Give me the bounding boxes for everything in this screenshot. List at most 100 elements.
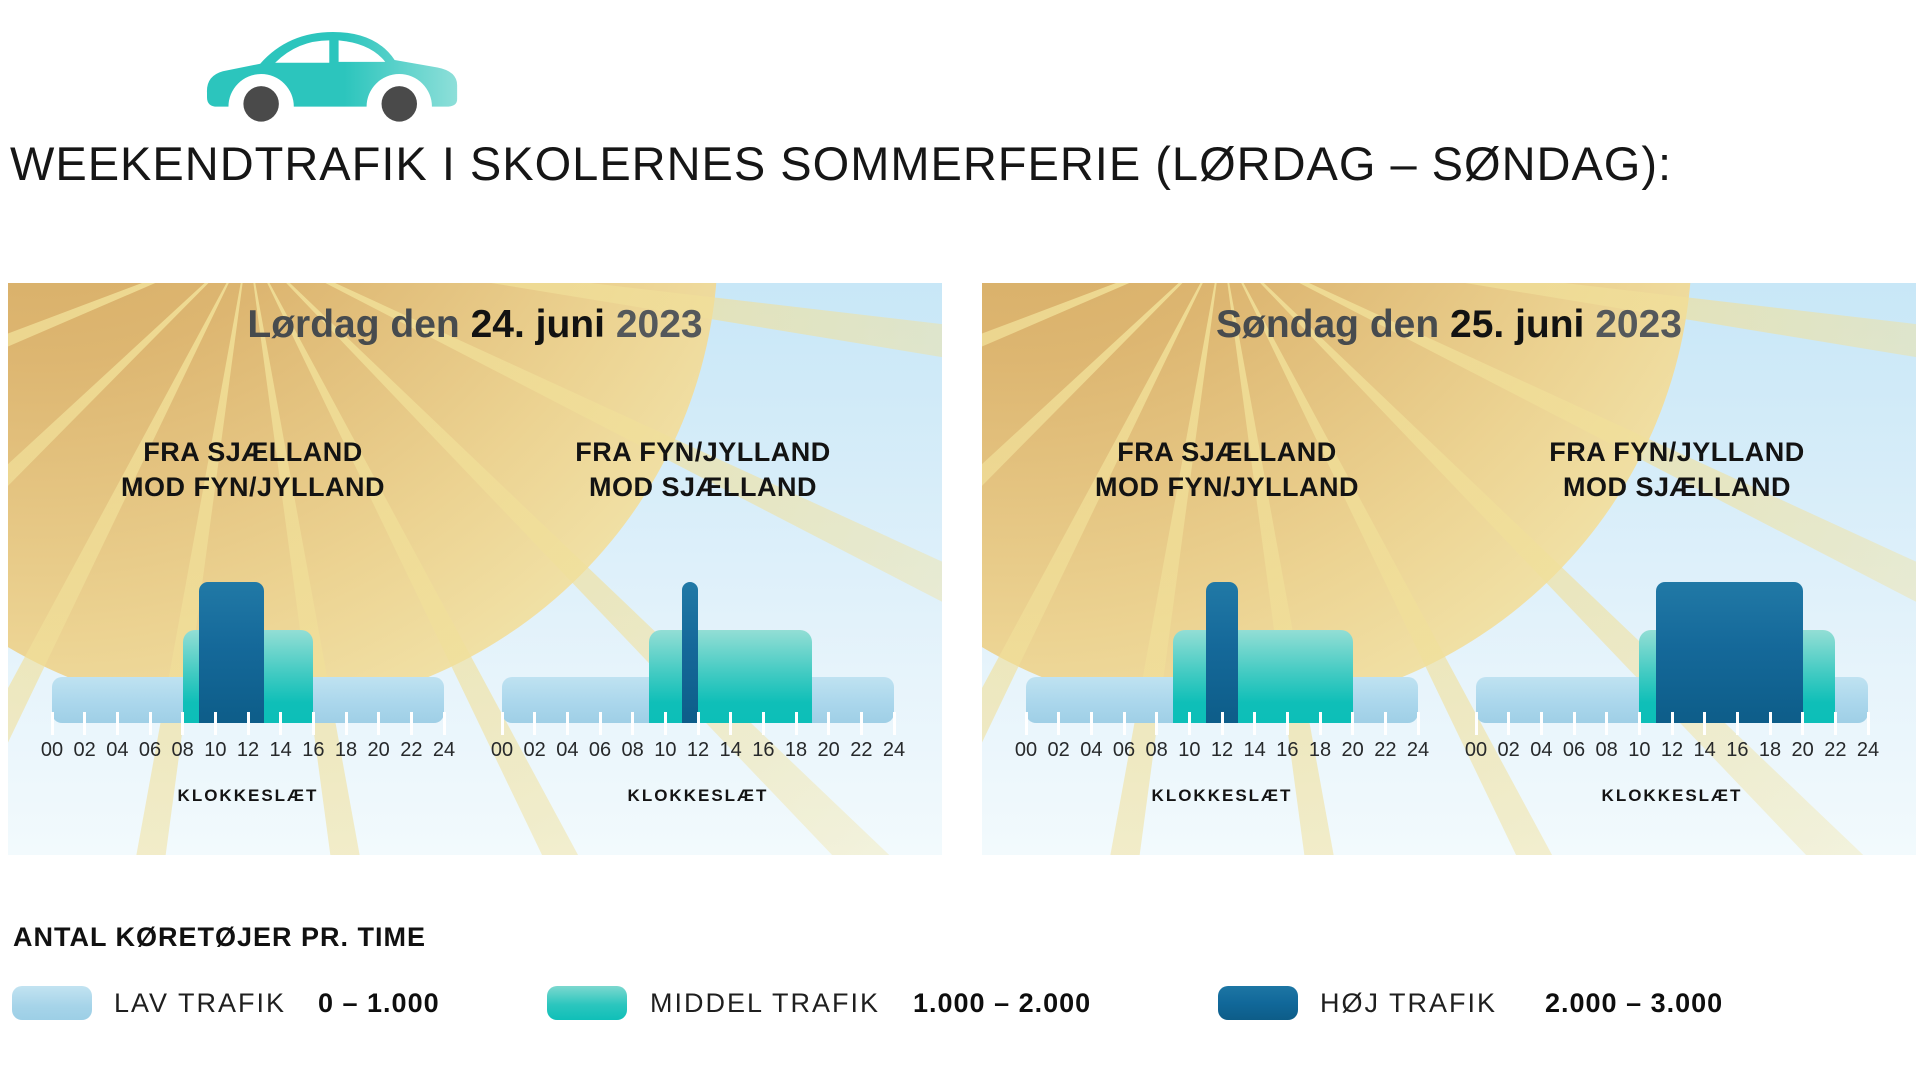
- car-icon: [192, 18, 474, 130]
- axis-tick: [148, 712, 152, 735]
- axis-tick-label: 04: [1080, 739, 1103, 761]
- axis-tick: [892, 712, 896, 735]
- axis-tick: [500, 712, 504, 735]
- axis-tick: [1024, 712, 1028, 735]
- direction-line1: FRA FYN/JYLLAND: [575, 437, 831, 467]
- axis-tick: [213, 712, 217, 735]
- axis-tick-label: 04: [1530, 739, 1553, 761]
- legend-swatch-hoj-trafik: [1218, 986, 1298, 1020]
- axis-tick: [1539, 712, 1543, 735]
- axis-tick: [1605, 712, 1609, 735]
- axis-tick: [1351, 712, 1355, 735]
- axis-tick-label: 24: [882, 739, 906, 761]
- legend-range-lav-trafik: 0 – 1.000: [318, 988, 440, 1018]
- axis-tick-label: 24: [432, 739, 456, 761]
- traffic-chart: 00 02 04 06 08 10 12 14 16 18 20 22 24: [1465, 582, 1879, 761]
- traffic-segment-middel: [649, 630, 813, 723]
- axis-tick: [1155, 712, 1159, 735]
- axis-tick-label: 16: [752, 739, 775, 761]
- legend-swatch-middel-trafik: [547, 986, 627, 1020]
- axis-tick-label: 02: [1047, 739, 1070, 761]
- direction-line1: FRA SJÆLLAND: [143, 437, 363, 467]
- axis-tick: [696, 712, 700, 735]
- axis-tick-label: 08: [621, 739, 644, 761]
- panel-year: 2023: [1595, 303, 1682, 346]
- axis-tick-label: 14: [1243, 739, 1266, 761]
- axis-tick: [663, 712, 667, 735]
- axis-tick-label: 06: [1112, 739, 1136, 761]
- legend-range-hoj-trafik: 2.000 – 3.000: [1545, 988, 1724, 1018]
- traffic-segment-hoj: [1655, 582, 1803, 723]
- axis-tick: [1768, 712, 1772, 735]
- axis-tick-label: 10: [204, 739, 227, 761]
- traffic-chart: 00 02 04 06 08 10 12 14 16 18 20 22 24: [1015, 582, 1429, 761]
- axis-tick-label: 06: [138, 739, 162, 761]
- axis-tick: [729, 712, 733, 735]
- axis-tick: [1833, 712, 1837, 735]
- panel-year: 2023: [615, 303, 703, 346]
- axis-tick-label: 04: [106, 739, 129, 761]
- axis-tick: [827, 712, 831, 735]
- axis-tick: [1253, 712, 1257, 735]
- axis-tick-label: 22: [1824, 739, 1847, 761]
- axis-tick: [83, 712, 87, 735]
- direction-line2: MOD SJÆLLAND: [1563, 472, 1791, 502]
- axis-tick-label: 20: [817, 739, 840, 761]
- traffic-segment-middel: [1173, 630, 1353, 723]
- axis-tick: [1507, 712, 1511, 735]
- axis-tick: [533, 712, 537, 735]
- axis-tick-label: 12: [686, 739, 710, 761]
- traffic-segment-hoj: [681, 582, 698, 723]
- axis-tick-label: 02: [73, 739, 96, 761]
- axis-tick: [1285, 712, 1289, 735]
- legend-title: ANTAL KØRETØJER PR. TIME: [13, 922, 427, 952]
- axis-tick-label: 22: [400, 739, 423, 761]
- axis-tick: [246, 712, 250, 735]
- traffic-chart: 00 02 04 06 08 10 12 14 16 18 20 22 24: [41, 582, 455, 761]
- legend-label-lav-trafik: LAV TRAFIK: [114, 988, 287, 1018]
- axis-tick-label: 06: [1562, 739, 1586, 761]
- axis-tick: [344, 712, 348, 735]
- axis-tick-label: 08: [171, 739, 194, 761]
- axis-tick: [1735, 712, 1739, 735]
- axis-tick: [1089, 712, 1093, 735]
- axis-tick: [311, 712, 315, 735]
- axis-tick-label: 12: [1210, 739, 1234, 761]
- x-axis-label: KLOKKESLÆT: [1151, 786, 1293, 805]
- axis-tick: [1187, 712, 1191, 735]
- panel-sunday: Søndag den 25. juni 2023 FRA SJÆLLAND MO…: [982, 283, 1916, 855]
- axis-tick: [1703, 712, 1707, 735]
- axis-tick: [1220, 712, 1224, 735]
- axis-tick: [442, 712, 446, 735]
- traffic-segment-hoj: [199, 582, 265, 723]
- axis-tick-label: 16: [1726, 739, 1749, 761]
- axis-tick: [1637, 712, 1641, 735]
- axis-tick-label: 18: [334, 739, 358, 761]
- axis-tick-label: 08: [1595, 739, 1618, 761]
- axis-tick-label: 20: [1341, 739, 1364, 761]
- traffic-segment-hoj: [1205, 582, 1239, 723]
- panel-date: 25. juni: [1450, 303, 1585, 346]
- axis-tick-label: 20: [367, 739, 390, 761]
- axis-tick-label: 06: [588, 739, 612, 761]
- axis-tick-label: 10: [1628, 739, 1651, 761]
- axis-tick: [1572, 712, 1576, 735]
- axis-tick: [794, 712, 798, 735]
- axis-tick: [565, 712, 569, 735]
- axis-tick-label: 00: [1014, 739, 1038, 761]
- axis-tick-label: 00: [490, 739, 514, 761]
- axis-tick: [859, 712, 863, 735]
- panel-date-title: Lørdag den 24. juni 2023: [8, 303, 942, 347]
- axis-tick-label: 14: [1693, 739, 1716, 761]
- traffic-chart: 00 02 04 06 08 10 12 14 16 18 20 22 24: [491, 582, 905, 761]
- axis-tick-label: 02: [1497, 739, 1520, 761]
- axis-tick: [1670, 712, 1674, 735]
- chart-direction-header: FRA FYN/JYLLAND MOD SJÆLLAND: [1447, 435, 1907, 505]
- chart-direction-header: FRA FYN/JYLLAND MOD SJÆLLAND: [473, 435, 933, 505]
- axis-tick-label: 18: [1308, 739, 1332, 761]
- page-title: WEEKENDTRAFIK I SKOLERNES SOMMERFERIE (L…: [10, 137, 1673, 190]
- panel-day-name: Søndag den: [1216, 303, 1440, 346]
- axis-tick: [598, 712, 602, 735]
- direction-line2: MOD SJÆLLAND: [589, 472, 817, 502]
- axis-tick: [1057, 712, 1061, 735]
